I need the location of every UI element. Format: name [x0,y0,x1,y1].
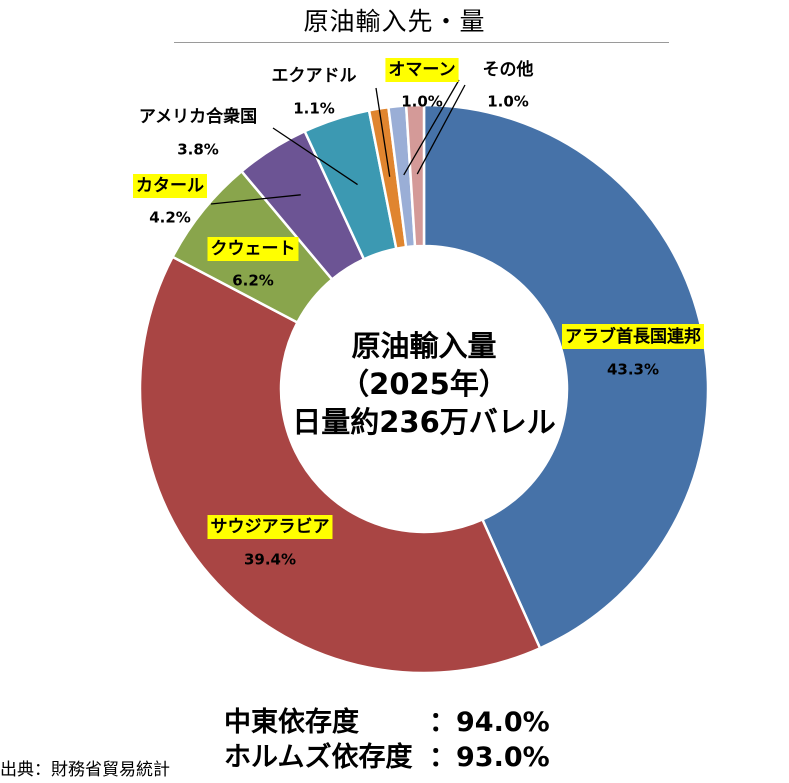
source-note: 出典：財務省貿易統計 [0,760,170,780]
leader-line [272,127,358,186]
leader-line [416,84,466,175]
hormuz-dependency: ホルムズ依存度 ：93.0% [224,735,550,774]
value-label: 1.1% [293,100,335,118]
donut-slice [422,103,710,650]
stat-value: ：94.0% [429,707,550,738]
label-highlight [207,237,299,261]
value-label: 43.3% [607,361,659,379]
middle-east-dependency: 中東依存度 ：94.0% [224,700,550,739]
label-highlight [562,324,704,349]
title-divider [174,42,669,43]
label-highlight [385,58,459,82]
value-label: 39.4% [244,551,296,569]
category-label: オマーン [388,60,455,80]
stat-label: ホルムズ依存度 [224,742,413,773]
category-label: アラブ首長国連邦 [565,326,701,347]
value-label: 4.2% [149,209,191,227]
donut-slice [138,255,542,675]
donut-chart: アラブ首長国連邦 43.3% サウジアラビア 39.4% クウェート 6.2% カタール 4.… [133,58,710,675]
value-label: 1.0% [401,93,443,111]
center-text-line: 日量約236万バレル [292,405,556,439]
category-label: その他 [483,59,534,80]
leader-line [210,194,301,205]
leader-line [375,87,391,177]
label-highlight [133,174,207,198]
value-label: 6.2% [232,272,274,290]
center-text-line: （2025年） [340,367,508,401]
label-highlight [207,515,333,539]
category-label: カタール [136,176,204,196]
category-label: サウジアラビア [211,517,330,537]
leader-line [403,79,460,176]
center-text-line: 原油輸入量 [351,329,496,363]
value-label: 3.8% [177,141,219,159]
stat-label: 中東依存度 [224,707,359,738]
chart-title: 原油輸入先・量 [303,7,486,36]
category-label: エクアドル [272,66,357,86]
value-label: 1.0% [487,93,529,111]
donut-slice [404,103,426,248]
category-label: クウェート [211,239,296,259]
stat-value: ：93.0% [429,742,550,773]
category-label: アメリカ合衆国 [139,106,257,127]
